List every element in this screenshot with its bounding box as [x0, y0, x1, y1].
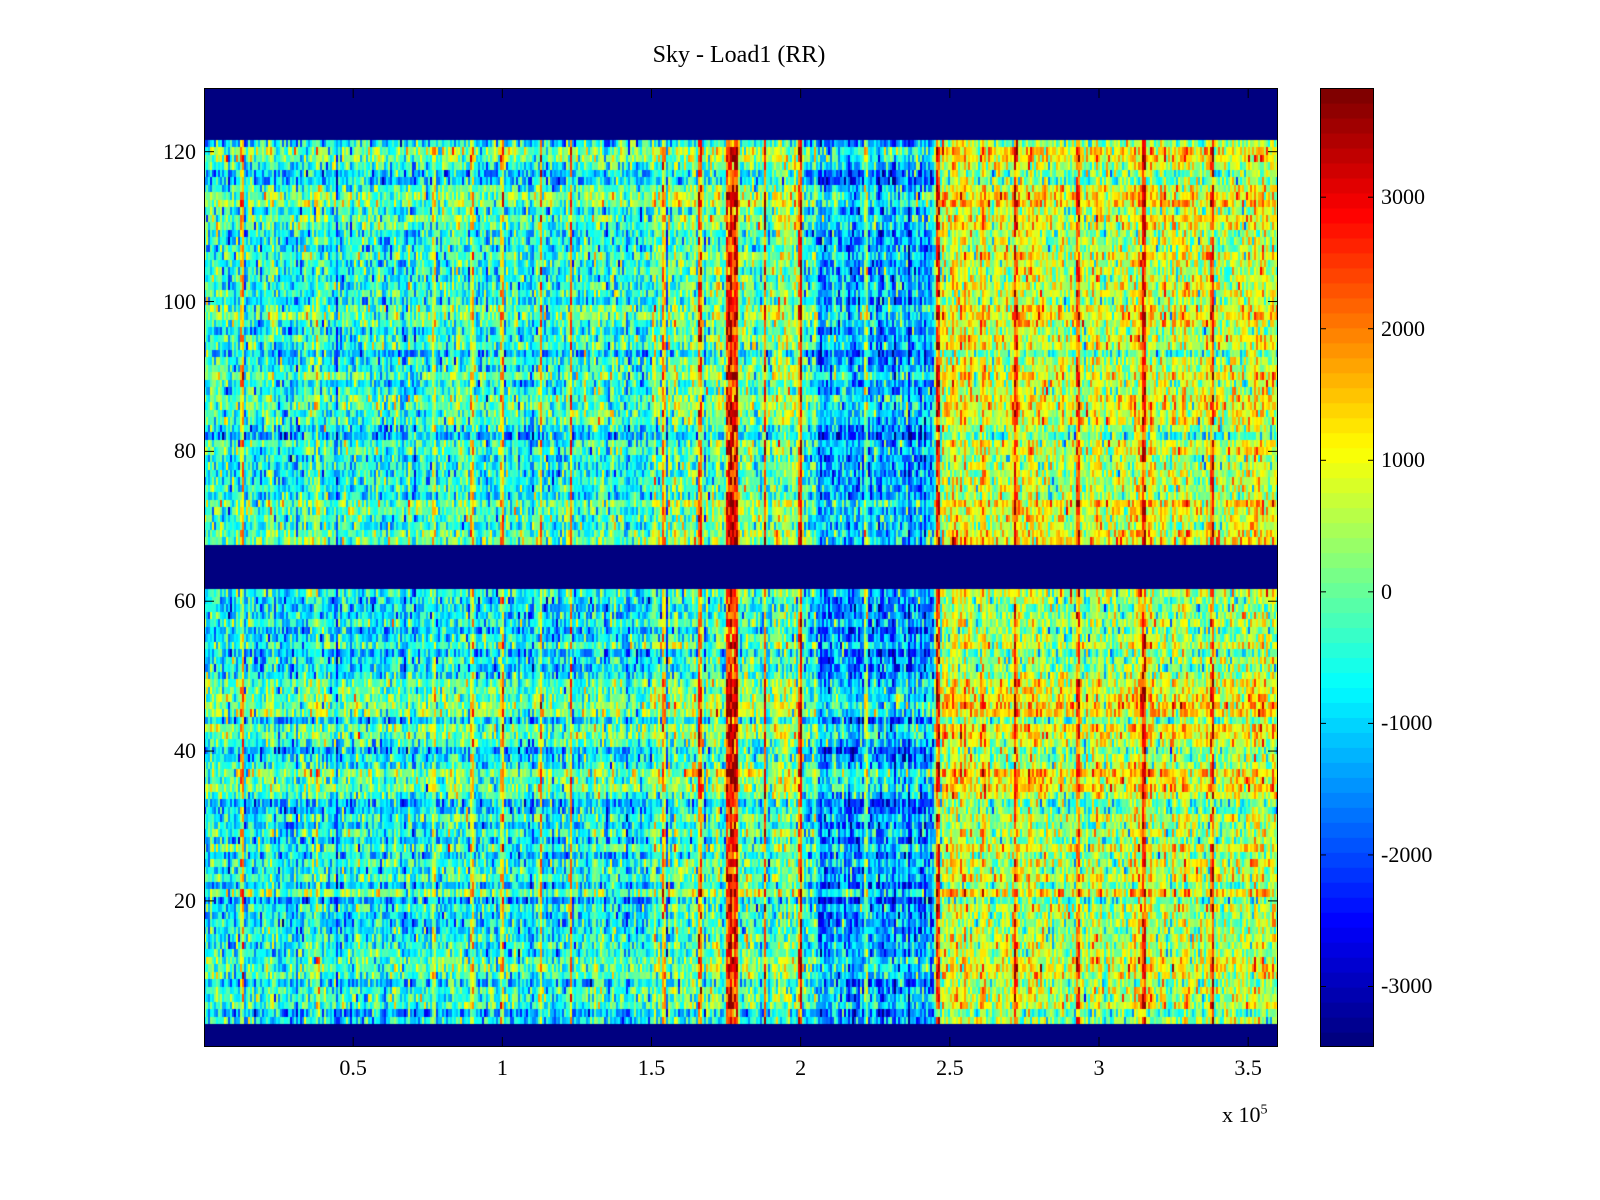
colorbar-level — [1320, 582, 1374, 599]
colorbar-level — [1320, 117, 1374, 134]
x-tick-label: 2 — [795, 1055, 807, 1080]
colorbar-tick-label: -3000 — [1381, 973, 1433, 999]
colorbar-level — [1320, 522, 1374, 539]
colorbar-level — [1320, 1002, 1374, 1018]
colorbar-level — [1320, 957, 1374, 973]
colorbar-level — [1320, 432, 1374, 449]
axes-border — [204, 88, 1278, 1047]
colorbar-level — [1320, 162, 1374, 179]
colorbar-level — [1320, 927, 1374, 943]
colorbar-level — [1320, 702, 1374, 718]
colorbar-level — [1320, 1032, 1374, 1047]
colorbar-level — [1320, 777, 1374, 793]
colorbar-level — [1320, 762, 1374, 778]
colorbar-level — [1320, 687, 1374, 703]
colorbar-tick-label: -1000 — [1381, 710, 1433, 736]
colorbar-border — [1320, 88, 1374, 1047]
colorbar-level — [1320, 612, 1374, 629]
colorbar-level — [1320, 402, 1374, 419]
x-axis-multiplier: x 105 — [1222, 1102, 1268, 1128]
colorbar-level — [1320, 807, 1374, 823]
colorbar-tick-label: 2000 — [1381, 315, 1425, 341]
colorbar-level — [1320, 942, 1374, 958]
colorbar-tick-label: 3000 — [1381, 184, 1425, 210]
colorbar-level — [1320, 177, 1374, 194]
colorbar-level — [1320, 732, 1374, 748]
x-multiplier-base: x 10 — [1222, 1102, 1261, 1127]
colorbar-level — [1320, 852, 1374, 868]
colorbar-level — [1320, 447, 1374, 464]
colorbar-level — [1320, 252, 1374, 269]
colorbar-level — [1320, 597, 1374, 614]
colorbar-level — [1320, 342, 1374, 359]
colorbar-tick-label: 1000 — [1381, 447, 1425, 473]
y-tick-label: 80 — [174, 438, 196, 464]
colorbar-level — [1320, 222, 1374, 239]
x-tick-label: 2.5 — [936, 1055, 964, 1080]
chart-title: Sky - Load1 (RR) — [652, 42, 826, 68]
colorbar-level — [1320, 987, 1374, 1003]
colorbar-level — [1320, 642, 1374, 659]
colorbar-level — [1320, 387, 1374, 404]
colorbar-level — [1320, 867, 1374, 883]
colorbar-level — [1320, 132, 1374, 149]
colorbar-level — [1320, 357, 1374, 374]
colorbar-level — [1320, 327, 1374, 344]
colorbar-level — [1320, 747, 1374, 763]
colorbar-level — [1320, 567, 1374, 584]
colorbar-level — [1320, 672, 1374, 688]
colorbar-level — [1320, 297, 1374, 314]
colorbar-level — [1320, 492, 1374, 509]
colorbar-level — [1320, 192, 1374, 209]
colorbar-level — [1320, 1017, 1374, 1033]
x-multiplier-exponent: 5 — [1260, 1102, 1268, 1118]
x-tick-label: 1.5 — [637, 1055, 666, 1080]
colorbar-level — [1320, 882, 1374, 898]
colorbar-level — [1320, 147, 1374, 164]
x-tick-label: 3 — [1093, 1055, 1105, 1080]
colorbar-level — [1320, 312, 1374, 329]
colorbar-level — [1320, 282, 1374, 299]
x-tick-label: 1 — [496, 1055, 508, 1080]
colorbar-level — [1320, 792, 1374, 808]
colorbar-level — [1320, 657, 1374, 673]
axes-frame — [204, 88, 1278, 1047]
colorbar-level — [1320, 627, 1374, 644]
colorbar-level — [1320, 537, 1374, 554]
x-tick-label: 0.5 — [339, 1055, 367, 1080]
y-tick-label: 20 — [174, 887, 196, 913]
colorbar-level — [1320, 372, 1374, 389]
y-tick-label: 60 — [174, 588, 196, 614]
colorbar-level — [1320, 462, 1374, 479]
colorbar-level — [1320, 552, 1374, 569]
colorbar-level — [1320, 837, 1374, 853]
y-tick-label: 40 — [174, 738, 196, 764]
colorbar-level — [1320, 972, 1374, 988]
colorbar-level — [1320, 822, 1374, 838]
colorbar-level — [1320, 507, 1374, 524]
colorbar-tick-label: -2000 — [1381, 841, 1433, 867]
colorbar-level — [1320, 477, 1374, 494]
colorbar — [1320, 88, 1374, 1047]
colorbar-tick-label: 0 — [1381, 578, 1392, 604]
colorbar-level — [1320, 897, 1374, 913]
colorbar-level — [1320, 417, 1374, 434]
y-tick-label: 100 — [163, 288, 196, 314]
heatmap-cells — [204, 88, 1278, 1047]
x-tick-label: 3.5 — [1234, 1055, 1262, 1080]
y-tick-label: 120 — [163, 138, 196, 164]
colorbar-level — [1320, 88, 1374, 104]
plot-area — [204, 88, 1278, 1047]
colorbar-level — [1320, 102, 1374, 119]
colorbar-level — [1320, 267, 1374, 284]
colorbar-level — [1320, 207, 1374, 224]
colorbar-level — [1320, 912, 1374, 928]
colorbar-level — [1320, 717, 1374, 733]
colorbar-level — [1320, 237, 1374, 254]
